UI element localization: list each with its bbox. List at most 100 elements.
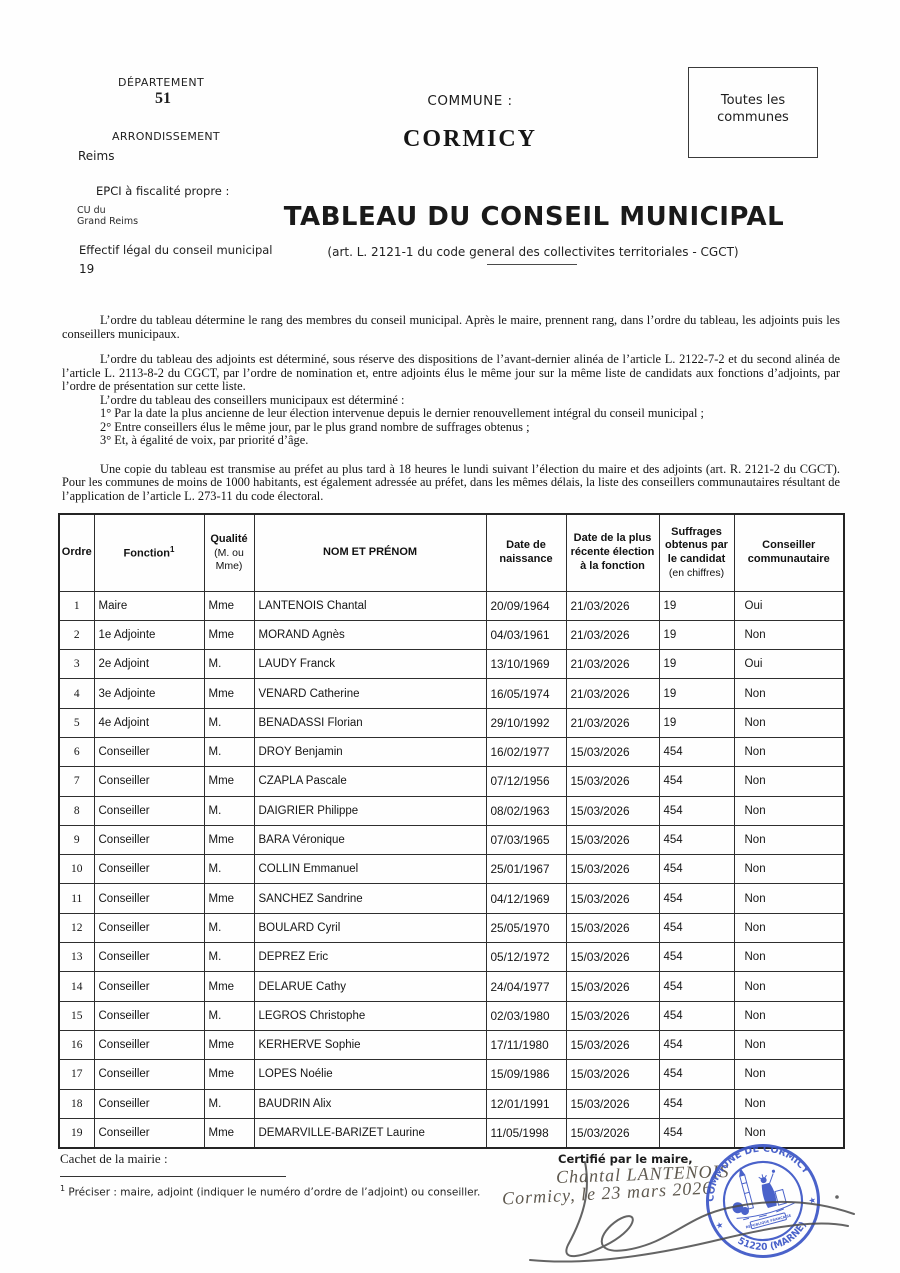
cell-date-election: 15/03/2026 [565, 1000, 660, 1031]
cell-date-election: 21/03/2026 [565, 590, 660, 621]
page-title: TABLEAU DU CONSEIL MUNICIPAL [283, 202, 785, 232]
cell-suffrages: 19 [658, 590, 735, 621]
cell-qualite: M. [203, 649, 255, 680]
cell-nom-prenom: LANTENOIS Chantal [253, 590, 487, 621]
cell-fonction: Conseiller [93, 854, 205, 885]
header-suffrages: Suffrages obtenus par le candidat (en chi… [658, 513, 735, 592]
page-subtitle: (art. L. 2121-1 du code general des coll… [327, 245, 739, 259]
cell-date-election: 15/03/2026 [565, 1029, 660, 1061]
cell-date-naissance: 15/09/1986 [485, 1059, 567, 1090]
epci-value: CU du Grand Reims [77, 205, 138, 227]
cell-fonction: 4e Adjoint [93, 707, 205, 738]
table-row: 14 Conseiller Mme DELARUE Cathy 24/04/19… [58, 971, 845, 1002]
cell-date-election: 15/03/2026 [565, 971, 660, 1002]
subtitle-rule [487, 264, 577, 265]
table-row: 16 Conseiller Mme KERHERVE Sophie 17/11/… [58, 1029, 845, 1061]
cell-suffrages: 454 [658, 736, 735, 768]
table-row: 3 2e Adjoint M. LAUDY Franck 13/10/1969 … [58, 649, 845, 680]
cell-suffrages: 454 [658, 1088, 735, 1119]
cell-date-election: 15/03/2026 [565, 912, 660, 944]
cell-date-naissance: 04/03/1961 [485, 619, 567, 651]
stamp-banner [749, 1212, 787, 1230]
cell-ordre: 16 [58, 1029, 95, 1061]
cell-qualite: Mme [203, 824, 255, 856]
cell-conseiller-communautaire: Non [733, 707, 845, 738]
epci-value-line2: Grand Reims [77, 216, 139, 227]
cell-nom-prenom: LOPES Noélie [253, 1059, 487, 1090]
cell-conseiller-communautaire: Non [733, 854, 845, 885]
stamp-star-icon: ★ [808, 1195, 818, 1207]
cell-nom-prenom: LAUDY Franck [253, 649, 487, 680]
cell-date-election: 15/03/2026 [565, 1059, 660, 1090]
cell-conseiller-communautaire: Non [733, 1000, 845, 1031]
cell-qualite: M. [203, 912, 255, 944]
cell-fonction: Conseiller [93, 912, 205, 944]
commune-label: COMMUNE : [427, 93, 513, 109]
intro-paragraph-2: L’ordre du tableau des adjoints est déte… [62, 352, 840, 393]
cell-ordre: 19 [58, 1117, 95, 1149]
cell-fonction: Maire [93, 590, 205, 621]
cell-fonction: 1e Adjointe [93, 619, 205, 651]
cell-qualite: Mme [203, 1059, 255, 1090]
stamp-outer-ring [706, 1144, 820, 1258]
footnote: 1 Préciser : maire, adjoint (indiquer le… [60, 1184, 481, 1199]
cell-qualite: Mme [203, 1117, 255, 1149]
intro-paragraph-1: L’ordre du tableau détermine le rang des… [62, 313, 840, 341]
cell-nom-prenom: BENADASSI Florian [253, 707, 487, 738]
table-row: 12 Conseiller M. BOULARD Cyril 25/05/197… [58, 912, 845, 944]
cell-fonction: Conseiller [93, 824, 205, 856]
cell-date-election: 15/03/2026 [565, 1117, 660, 1149]
cell-date-election: 15/03/2026 [565, 736, 660, 768]
header-ordre: Ordre [58, 513, 95, 592]
cell-ordre: 8 [58, 795, 95, 826]
cell-conseiller-communautaire: Non [733, 912, 845, 944]
table-row: 4 3e Adjointe Mme VENARD Catherine 16/05… [58, 678, 845, 709]
cell-conseiller-communautaire: Non [733, 795, 845, 826]
cell-conseiller-communautaire: Non [733, 824, 845, 856]
cell-nom-prenom: KERHERVE Sophie [253, 1029, 487, 1061]
cell-fonction: 3e Adjointe [93, 678, 205, 709]
cell-qualite: M. [203, 1088, 255, 1119]
cell-date-naissance: 25/01/1967 [485, 854, 567, 885]
cell-nom-prenom: COLLIN Emmanuel [253, 854, 487, 885]
cell-date-naissance: 16/05/1974 [485, 678, 567, 709]
cell-conseiller-communautaire: Non [733, 1088, 845, 1119]
footnote-rule [60, 1176, 286, 1177]
cell-suffrages: 454 [658, 912, 735, 944]
cell-fonction: Conseiller [93, 1000, 205, 1031]
stamp-inner-ring [722, 1160, 804, 1242]
header-fonction: Fonction1 [93, 513, 205, 592]
cell-nom-prenom: CZAPLA Pascale [253, 766, 487, 797]
cell-fonction: Conseiller [93, 883, 205, 914]
cell-ordre: 5 [58, 707, 95, 738]
cell-qualite: M. [203, 854, 255, 885]
cell-date-naissance: 20/09/1964 [485, 590, 567, 621]
cell-conseiller-communautaire: Non [733, 766, 845, 797]
cell-qualite: M. [203, 942, 255, 973]
cell-fonction: Conseiller [93, 1117, 205, 1149]
cell-ordre: 15 [58, 1000, 95, 1031]
cell-qualite: Mme [203, 766, 255, 797]
signature-dot [835, 1195, 839, 1199]
cell-fonction: Conseiller [93, 736, 205, 768]
epci-label: EPCI à fiscalité propre : [96, 184, 230, 198]
table-row: 17 Conseiller Mme LOPES Noélie 15/09/198… [58, 1059, 845, 1090]
cell-fonction: Conseiller [93, 1088, 205, 1119]
cell-suffrages: 454 [658, 1029, 735, 1061]
cell-qualite: M. [203, 736, 255, 768]
cell-date-naissance: 16/02/1977 [485, 736, 567, 768]
cell-conseiller-communautaire: Non [733, 883, 845, 914]
cell-ordre: 6 [58, 736, 95, 768]
cell-suffrages: 454 [658, 1117, 735, 1149]
cell-ordre: 14 [58, 971, 95, 1002]
cell-suffrages: 454 [658, 971, 735, 1002]
cell-ordre: 1 [58, 590, 95, 621]
cell-date-naissance: 13/10/1969 [485, 649, 567, 680]
cell-conseiller-communautaire: Oui [733, 649, 845, 680]
table-row: 18 Conseiller M. BAUDRIN Alix 12/01/1991… [58, 1088, 845, 1119]
epci-value-line1: CU du [77, 205, 106, 216]
cell-qualite: M. [203, 1000, 255, 1031]
cell-nom-prenom: LEGROS Christophe [253, 1000, 487, 1031]
cell-conseiller-communautaire: Non [733, 619, 845, 651]
